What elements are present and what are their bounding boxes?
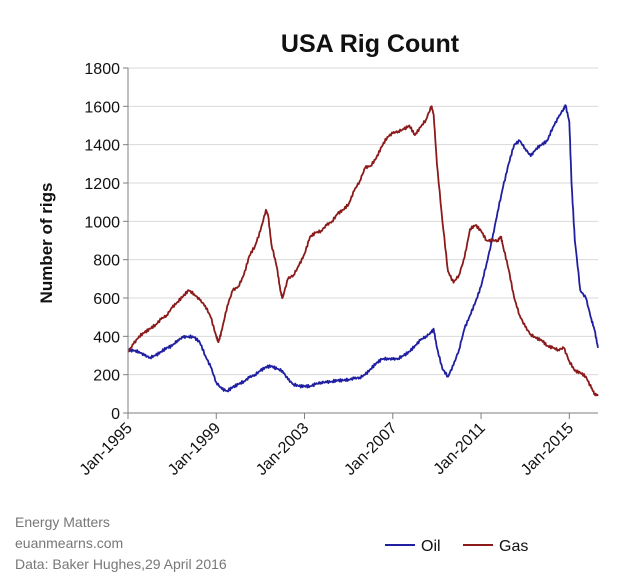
x-tick-label: Jan-2003 bbox=[253, 420, 312, 479]
tick-labels: 0 200 400 600 800 1000 1200 1400 1600 1800 Jan-199… bbox=[77, 61, 578, 479]
x-tick-label: Jan-1999 bbox=[165, 420, 224, 479]
legend: Oil Gas bbox=[385, 538, 528, 555]
axes bbox=[123, 67, 598, 419]
y-tick-label: 1200 bbox=[84, 176, 120, 193]
chart-title: USA Rig Count bbox=[281, 30, 460, 58]
legend-label-oil: Oil bbox=[421, 538, 441, 555]
credit-data-source: Data: Baker Hughes,29 April 2016 bbox=[15, 556, 227, 572]
y-tick-label: 0 bbox=[111, 406, 120, 423]
legend-label-gas: Gas bbox=[499, 538, 528, 555]
x-tick-label: Jan-1995 bbox=[77, 420, 136, 479]
y-tick-label: 800 bbox=[93, 253, 120, 270]
y-tick-label: 1400 bbox=[84, 138, 120, 155]
series-line-gas bbox=[127, 105, 599, 397]
credit-website: euanmearns.com bbox=[15, 535, 124, 551]
series-line-oil bbox=[127, 104, 599, 393]
gridlines bbox=[128, 67, 598, 376]
x-tick-label: Jan-2007 bbox=[341, 420, 400, 479]
series-lines bbox=[127, 104, 599, 397]
y-tick-label: 1600 bbox=[84, 99, 120, 116]
y-axis-label: Number of rigs bbox=[37, 183, 56, 304]
credit-source-name: Energy Matters bbox=[15, 514, 110, 530]
y-tick-label: 600 bbox=[93, 291, 120, 308]
y-tick-label: 200 bbox=[93, 368, 120, 385]
x-tick-label: Jan-2015 bbox=[518, 420, 577, 479]
x-tick-label: Jan-2011 bbox=[431, 420, 489, 478]
y-tick-label: 400 bbox=[93, 329, 120, 346]
y-tick-label: 1000 bbox=[84, 214, 120, 231]
y-tick-label: 1800 bbox=[84, 61, 120, 78]
